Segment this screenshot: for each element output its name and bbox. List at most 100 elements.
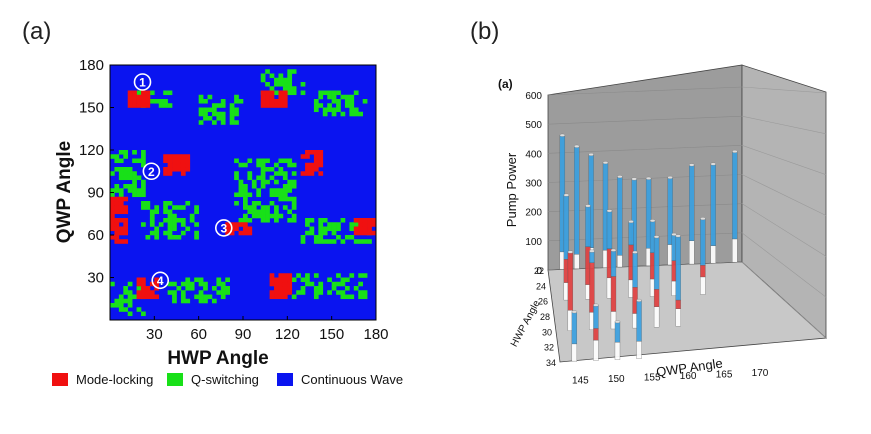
y-tick-label: 180: [79, 57, 104, 74]
q-switching-cell: [274, 188, 279, 193]
annotation-marker: 3: [214, 219, 233, 237]
q-switching-cell: [309, 281, 315, 287]
q-switching-cell: [331, 239, 337, 244]
q-switching-cell: [189, 213, 195, 219]
z-gridline-side: [741, 145, 827, 175]
q-switching-cell: [256, 158, 262, 164]
bar-top: [589, 249, 595, 253]
q-switching-cell: [305, 281, 310, 287]
y-tick-label: 22: [534, 266, 544, 276]
bar-segment-cw: [574, 254, 580, 269]
q-switching-cell: [327, 94, 332, 100]
q-switching-cell: [123, 184, 129, 189]
q-switching-cell: [247, 205, 253, 210]
mode-locking-cell: [132, 94, 137, 100]
q-switching-cell: [234, 111, 239, 117]
q-switching-cell: [287, 196, 293, 202]
q-switching-cell: [251, 209, 257, 215]
mode-locking-cell: [309, 150, 315, 155]
q-switching-cell: [265, 158, 270, 164]
y-tick-label: 32: [544, 343, 554, 353]
q-switching-cell: [243, 213, 248, 219]
mode-locking-cell: [123, 239, 129, 244]
q-switching-cell: [349, 103, 355, 108]
q-switching-cell: [260, 218, 266, 223]
x-tick-label: 30: [146, 326, 163, 343]
legend-mode-locking: Mode-locking: [52, 372, 153, 387]
mode-locking-cell: [110, 201, 115, 206]
q-switching-cell: [296, 290, 301, 295]
mode-locking-cell: [367, 226, 372, 232]
q-switching-cell: [172, 298, 177, 304]
q-switching-cell: [141, 205, 146, 210]
q-switching-cell: [353, 107, 359, 113]
mode-locking-cell: [176, 154, 182, 159]
mode-locking-cell: [110, 209, 115, 215]
mode-locking-cell: [305, 171, 310, 176]
q-switching-cell: [353, 222, 359, 227]
mode-locking-cell: [154, 277, 160, 283]
mode-locking-cell: [110, 205, 115, 210]
q-switching-cell: [220, 281, 226, 287]
q-switching-cell: [194, 209, 199, 215]
q-switching-cell: [353, 90, 359, 96]
q-switching-cell: [287, 73, 293, 79]
z-tick-label: 0: [536, 266, 542, 277]
q-switching-cell: [331, 226, 337, 232]
mode-locking-cell: [274, 281, 279, 287]
q-switching-cell: [220, 290, 226, 295]
q-switching-cell: [198, 281, 204, 287]
mode-locking-cell: [123, 209, 129, 215]
x-tick-label: 180: [363, 326, 388, 343]
q-switching-cell: [282, 205, 288, 210]
q-switching-cell: [114, 298, 120, 304]
q-switching-cell: [287, 69, 293, 74]
x-tick-label: 60: [190, 326, 207, 343]
mode-locking-cell: [269, 277, 275, 283]
bar-top: [675, 234, 681, 238]
mode-locking-cell: [282, 273, 288, 278]
annotation-circle: [142, 162, 161, 181]
q-switching-cell: [353, 239, 359, 244]
q-switching-cell: [158, 99, 164, 104]
q-switching-cell: [274, 205, 279, 210]
bar-column: [700, 217, 706, 295]
q-switching-cell: [118, 171, 124, 176]
heatmap-annotations: 1 2 3 4: [133, 73, 233, 290]
q-switching-cell: [313, 103, 319, 108]
q-switching-cell: [145, 205, 151, 210]
q-switching-cell: [300, 290, 306, 295]
q-switching-cell: [291, 196, 297, 202]
mode-locking-cell: [362, 218, 368, 223]
q-switching-cell: [114, 167, 120, 172]
q-switching-cell: [243, 192, 248, 198]
q-switching-cell: [185, 298, 191, 304]
q-switching-cell: [265, 167, 270, 172]
q-switching-cell: [123, 171, 129, 176]
q-switching-cell: [318, 222, 324, 227]
bar-segment-mode-locking: [653, 289, 660, 307]
mode-locking-cell: [278, 281, 284, 287]
mode-locking-cell: [114, 239, 120, 244]
y-tick-label: 24: [536, 281, 546, 291]
mode-locking-cell: [163, 171, 168, 176]
q-switching-cell: [207, 94, 213, 100]
q-switching-cell: [141, 201, 146, 206]
q-switching-cell: [216, 116, 222, 121]
q-switching-cell: [154, 226, 160, 232]
mode-locking-cell: [260, 99, 266, 104]
mode-locking-cell: [225, 230, 230, 236]
mode-locking-cell: [367, 222, 372, 227]
q-switching-cell: [278, 73, 284, 79]
q-switching-cell: [331, 230, 337, 236]
q-switching-cell: [123, 290, 129, 295]
mode-locking-cell: [305, 154, 310, 159]
q-switching-cell: [362, 294, 368, 300]
q-switching-cell: [336, 222, 341, 227]
q-switching-cell: [234, 175, 239, 181]
mode-locking-cell: [278, 277, 284, 283]
q-switching-cell: [172, 290, 177, 295]
q-switching-cell: [265, 213, 270, 219]
z-gridline-side: [741, 86, 827, 94]
q-switching-cell: [110, 281, 115, 287]
